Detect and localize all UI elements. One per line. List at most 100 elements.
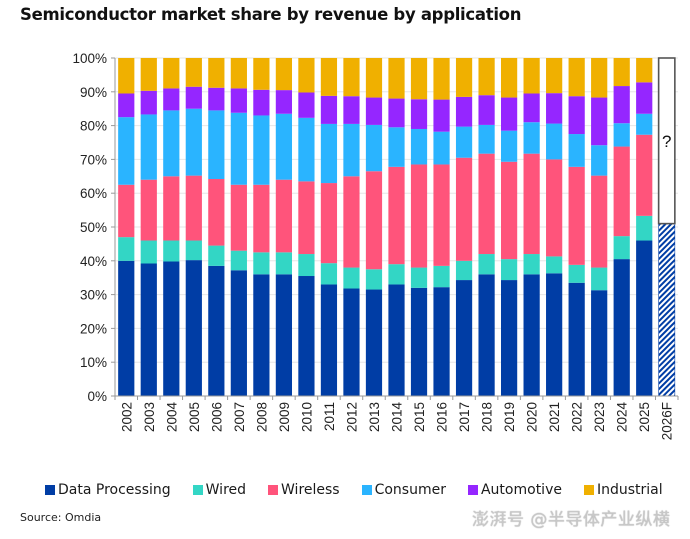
bar-segment-consumer <box>433 131 450 165</box>
bar-segment-wireless <box>478 153 495 255</box>
legend-swatch <box>361 485 372 495</box>
y-tick-label: 30% <box>80 288 107 303</box>
bar-segment-automotive <box>163 88 180 111</box>
bar-segment-automotive <box>118 93 135 118</box>
bar-segment-wired <box>275 252 293 275</box>
bar-segment-consumer <box>320 123 338 184</box>
bar-segment-automotive <box>568 96 585 135</box>
bar-segment-industrial <box>320 58 338 96</box>
x-tick-label: 2014 <box>390 402 405 433</box>
bar-segment-wireless <box>591 175 608 268</box>
bar-segment-data-processing <box>500 280 518 396</box>
bar-segment-wired <box>410 267 428 288</box>
bars: ? <box>118 57 676 397</box>
bar-segment-data-processing <box>613 259 630 396</box>
bar-segment-automotive <box>500 97 518 131</box>
bar-segment-wireless <box>230 184 247 251</box>
bar-segment-automotive <box>546 93 563 124</box>
bar-segment-wireless <box>568 166 585 265</box>
bar-segment-industrial <box>343 58 360 97</box>
bar-segment-data-processing <box>118 260 135 396</box>
legend-item-automotive: Automotive <box>467 482 562 498</box>
y-tick-label: 100% <box>72 51 107 66</box>
y-tick-label: 40% <box>80 254 107 269</box>
x-tick-label: 2010 <box>299 402 314 432</box>
bar-segment-data-processing <box>140 263 157 396</box>
bar-segment-wireless <box>163 176 180 241</box>
bar-segment-wired <box>118 237 135 261</box>
bar-segment-consumer <box>343 123 360 177</box>
bar-segment-industrial <box>613 58 630 87</box>
bar-segment-industrial <box>208 58 225 88</box>
bar-segment-data-processing <box>253 274 270 396</box>
chart-title: Semiconductor market share by revenue by… <box>20 5 522 24</box>
bar-segment-consumer <box>118 117 135 185</box>
bar-segment-consumer <box>298 117 315 182</box>
bar-segment-automotive <box>478 95 495 125</box>
bar-segment-wireless <box>523 153 540 255</box>
x-tick-label: 2006 <box>209 402 224 432</box>
bar-segment-consumer <box>275 113 293 180</box>
bar-segment-automotive <box>613 86 630 124</box>
bar-segment-industrial <box>591 58 608 98</box>
forecast-unknown-label: ? <box>662 132 671 151</box>
x-tick-label: 2012 <box>344 402 359 432</box>
legend-label: Data Processing <box>58 482 171 498</box>
bar-segment-industrial <box>388 58 405 99</box>
bar-segment-industrial <box>253 58 270 90</box>
y-tick-label: 80% <box>80 119 107 134</box>
bar-segment-wired <box>253 252 270 275</box>
x-tick-label: 2004 <box>164 402 179 433</box>
bar-segment-industrial <box>410 58 428 100</box>
bar-segment-wireless <box>410 164 428 268</box>
bar-segment-consumer <box>500 130 518 162</box>
bar-segment-industrial <box>298 58 315 93</box>
bar-segment-wired <box>636 215 653 241</box>
bar-segment-wireless <box>253 184 270 253</box>
bar-segment-consumer <box>365 124 383 172</box>
x-tick-label: 2013 <box>367 402 382 432</box>
bar-segment-wired <box>230 250 247 271</box>
bar-segment-automotive <box>185 86 202 109</box>
source-note: Source: Omdia <box>20 511 102 524</box>
legend-item-data-processing: Data Processing <box>45 482 171 498</box>
bar-segment-consumer <box>591 145 608 176</box>
bar-segment-industrial <box>433 58 450 100</box>
bar-segment-consumer <box>546 123 563 160</box>
bar-segment-consumer <box>185 108 202 176</box>
bar-segment-wired <box>591 267 608 291</box>
bar-segment-wireless <box>613 146 630 237</box>
x-tick-labels: 2002 2003 2004 2005 2006 2007 2008 2009 2010 2011… <box>119 402 674 441</box>
x-tick-label: 2017 <box>457 402 472 432</box>
bar-segment-wired <box>388 264 405 285</box>
legend-item-wired: Wired <box>192 482 246 498</box>
stacked-bar-chart: ? 0% 10% 20% 30% 40% 50% 60% 70% 80% 90% 100% 2002… <box>72 51 679 441</box>
bar-segment-wireless <box>208 179 225 246</box>
bar-segment-data-processing <box>388 284 405 396</box>
y-tick-label: 60% <box>80 186 107 201</box>
legend-swatch <box>192 485 203 495</box>
bar-segment-consumer <box>613 123 630 147</box>
bar-segment-wired <box>185 240 202 261</box>
axes <box>111 57 679 400</box>
watermark: 澎湃号 @半导体产业纵横 <box>472 510 671 530</box>
legend-label: Consumer <box>374 482 446 498</box>
bar-segment-data-processing <box>433 287 450 396</box>
legend-item-wireless: Wireless <box>268 482 340 498</box>
bar-segment-automotive <box>410 99 428 129</box>
bar-segment-data-processing <box>365 289 383 396</box>
bar-segment-data-processing <box>455 280 473 396</box>
legend-item-industrial: Industrial <box>583 482 663 498</box>
bar-segment-data-processing <box>208 265 225 396</box>
legend-swatch <box>583 485 594 495</box>
bar-segment-data-processing <box>230 270 247 396</box>
y-tick-label: 10% <box>80 355 107 370</box>
bar-segment-data-processing <box>163 261 180 396</box>
legend-label: Automotive <box>480 482 562 498</box>
x-tick-label: 2018 <box>480 402 495 432</box>
x-tick-label: 2020 <box>525 402 540 432</box>
x-tick-label: 2026F <box>660 402 675 440</box>
bar-segment-wired <box>433 265 450 288</box>
bar-segment-industrial <box>185 58 202 87</box>
bar-segment-wireless <box>320 183 338 264</box>
